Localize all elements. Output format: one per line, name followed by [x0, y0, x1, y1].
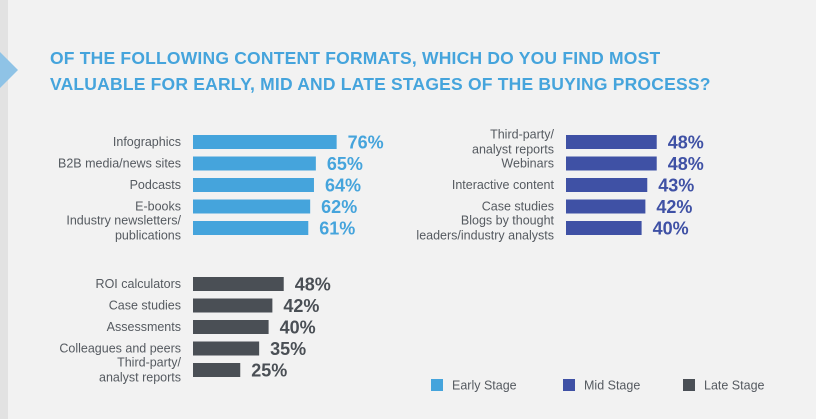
category-label-early-2: B2B media/news sites: [58, 157, 181, 171]
value-label-mid-5: 40%: [653, 219, 689, 239]
category-label-early-1: Infographics: [113, 135, 181, 149]
category-label-early-4: E-books: [135, 200, 181, 214]
value-label-mid-1: 48%: [668, 133, 704, 153]
legend-swatch-early: [431, 379, 443, 391]
bar-mid-5: [566, 221, 642, 235]
category-label-early-3: Podcasts: [130, 178, 181, 192]
bar-late-5: [193, 363, 241, 377]
category-label-mid-4: Case studies: [482, 200, 554, 214]
value-label-early-4: 62%: [321, 197, 357, 217]
bar-late-1: [193, 277, 284, 291]
legend-swatch-late: [683, 379, 695, 391]
value-label-early-1: 76%: [348, 133, 384, 153]
category-label-late-5-line-2: analyst reports: [99, 371, 181, 385]
bar-early-4: [193, 199, 311, 214]
bar-mid-3: [566, 178, 648, 192]
bar-late-3: [193, 320, 269, 334]
value-label-late-1: 48%: [295, 275, 331, 295]
category-label-late-2: Case studies: [109, 299, 181, 313]
chart-title-line-1: OF THE FOLLOWING CONTENT FORMATS, WHICH …: [50, 48, 661, 68]
bar-early-3: [193, 178, 314, 192]
category-label-mid-3: Interactive content: [452, 178, 555, 192]
value-label-late-2: 42%: [283, 296, 319, 316]
chart-title: OF THE FOLLOWING CONTENT FORMATS, WHICH …: [50, 45, 810, 97]
bar-mid-2: [566, 156, 657, 171]
value-label-late-5: 25%: [251, 361, 287, 381]
category-label-late-1: ROI calculators: [96, 277, 181, 291]
left-edge-strip: [0, 0, 8, 419]
value-label-late-4: 35%: [270, 339, 306, 359]
value-label-early-5: 61%: [319, 219, 355, 239]
section-arrow-icon: [0, 52, 18, 88]
value-label-early-2: 65%: [327, 154, 363, 174]
legend-swatch-mid: [563, 379, 575, 391]
value-label-late-3: 40%: [280, 318, 316, 338]
legend-label-early: Early Stage: [452, 379, 517, 393]
value-label-mid-3: 43%: [658, 176, 694, 196]
bar-early-5: [193, 221, 309, 235]
legend-label-late: Late Stage: [704, 379, 765, 393]
bar-late-2: [193, 298, 273, 313]
category-label-mid-1-line-1: Third-party/: [490, 128, 554, 142]
value-label-mid-2: 48%: [668, 154, 704, 174]
category-label-mid-5-line-2: leaders/industry analysts: [416, 229, 554, 243]
category-label-mid-5-line-1: Blogs by thought: [461, 214, 555, 228]
chart-title-line-2: VALUABLE FOR EARLY, MID AND LATE STAGES …: [50, 74, 711, 94]
legend-label-mid: Mid Stage: [584, 379, 640, 393]
bar-early-2: [193, 156, 316, 171]
category-label-early-5-line-1: Industry newsletters/: [66, 214, 181, 228]
category-label-late-3: Assessments: [107, 320, 181, 334]
bar-mid-1: [566, 135, 657, 149]
value-label-mid-4: 42%: [656, 197, 692, 217]
bar-late-4: [193, 341, 260, 356]
value-label-early-3: 64%: [325, 176, 361, 196]
category-label-late-5-line-1: Third-party/: [117, 356, 181, 370]
bar-early-1: [193, 135, 337, 149]
category-label-late-4: Colleagues and peers: [59, 342, 181, 356]
category-label-early-5-line-2: publications: [115, 229, 181, 243]
category-label-mid-1-line-2: analyst reports: [472, 143, 554, 157]
bar-mid-4: [566, 199, 646, 214]
category-label-mid-2: Webinars: [501, 157, 554, 171]
